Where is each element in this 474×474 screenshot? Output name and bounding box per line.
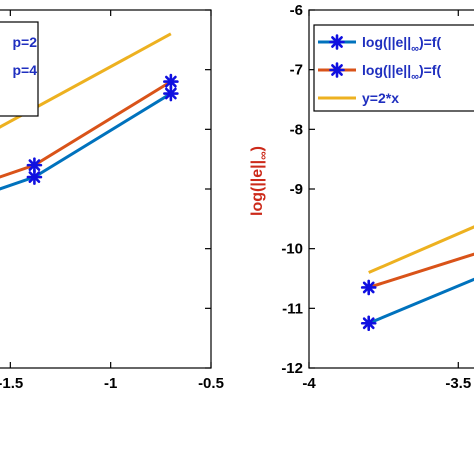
left-chart: -1.5 -1 -0.5 p=2 p=4 bbox=[0, 9, 224, 392]
right-y-tick-label: -7 bbox=[290, 62, 303, 79]
right-y-tick-label: -12 bbox=[281, 360, 303, 377]
right-series-line-1 bbox=[368, 252, 474, 289]
right-legend-entry: log(||e||∞)=f( bbox=[362, 62, 441, 83]
right-x-tick-label: -4 bbox=[302, 375, 316, 392]
left-legend-box bbox=[0, 21, 39, 117]
right-plot-area bbox=[360, 225, 474, 332]
left-x-tick-label: -0.5 bbox=[198, 375, 224, 392]
right-data-point bbox=[360, 279, 377, 296]
left-legend: p=2 p=4 bbox=[0, 21, 39, 117]
right-legend-marker bbox=[329, 62, 345, 78]
right-legend-entry: log(||e||∞)=f( bbox=[362, 34, 441, 55]
right-legend: log(||e||∞)=f( log(||e||∞)=f( y=2*x bbox=[313, 24, 474, 112]
right-series-line-2 bbox=[368, 225, 474, 274]
right-y-tick-label: -11 bbox=[282, 300, 303, 317]
left-plot-area bbox=[0, 32, 179, 191]
right-data-point bbox=[360, 315, 377, 332]
left-x-tick-label: -1 bbox=[104, 375, 117, 392]
right-y-tick-label: -10 bbox=[281, 241, 303, 258]
left-data-point bbox=[163, 73, 179, 90]
right-y-tick-label: -6 bbox=[290, 2, 303, 19]
right-y-tick-label: -8 bbox=[290, 121, 303, 138]
right-chart: -4 -3.5 -12 -11 -10 -9 -8 -7 -6 log(||e||∞) log(||… bbox=[249, 2, 474, 392]
right-x-tick-label: -3.5 bbox=[445, 375, 471, 392]
left-series-line-2 bbox=[0, 32, 172, 129]
right-y-tick-label: -9 bbox=[290, 181, 303, 198]
right-series-line-0 bbox=[368, 277, 474, 325]
left-legend-entry: p=2 bbox=[12, 34, 37, 50]
left-legend-entry: p=4 bbox=[12, 62, 37, 78]
right-legend-entry: y=2*x bbox=[362, 90, 399, 106]
left-x-tick-label: -1.5 bbox=[0, 375, 23, 392]
left-data-point bbox=[26, 157, 43, 173]
right-legend-marker bbox=[329, 34, 345, 50]
right-y-axis-label: log(||e||∞) bbox=[249, 146, 270, 216]
